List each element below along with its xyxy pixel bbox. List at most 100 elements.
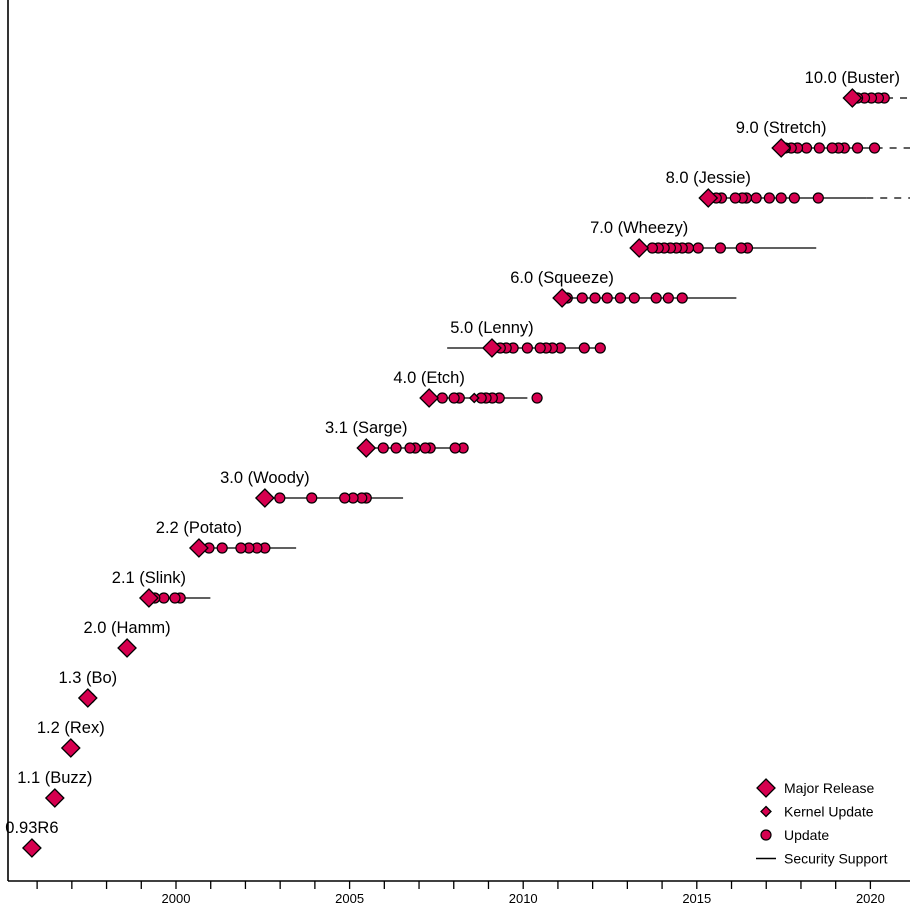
plot-area: 0.93R6 1.1 (Buzz) 1.2 (Rex) 1.3 (Bo) 2.0 (Ha…	[5, 69, 910, 858]
update-point	[449, 442, 461, 454]
release-label: 4.0 (Etch)	[393, 369, 465, 387]
legend-item: Security Support	[756, 851, 888, 867]
update-point	[531, 392, 543, 404]
legend-item: Update	[760, 827, 829, 843]
release-label: 8.0 (Jessie)	[666, 169, 751, 187]
release-row: 10.0 (Buster)	[805, 69, 910, 108]
release-row: 0.93R6	[5, 819, 59, 858]
legend-update-icon	[760, 829, 772, 841]
update-point	[650, 292, 662, 304]
x-tick-label: 2020	[856, 891, 885, 906]
legend: Major Release Kernel Update Update Security…	[756, 778, 888, 867]
update-point	[826, 142, 838, 154]
update-point	[729, 192, 741, 204]
release-row: 9.0 (Stretch)	[736, 119, 910, 158]
update-point	[576, 292, 588, 304]
release-label: 6.0 (Squeeze)	[510, 269, 614, 287]
x-axis: 2000 2005 2010 2015 2020	[7, 0, 910, 906]
major-release-point	[419, 388, 440, 408]
x-tick-label: 2005	[335, 891, 364, 906]
release-row: 2.0 (Hamm)	[83, 619, 171, 658]
update-point	[763, 192, 775, 204]
legend-major-release-icon	[756, 778, 776, 798]
release-label: 1.3 (Bo)	[58, 669, 117, 687]
release-row: 3.1 (Sarge)	[325, 419, 469, 458]
update-point	[813, 142, 825, 154]
legend-label: Update	[784, 827, 829, 843]
release-row: 3.0 (Woody)	[220, 469, 404, 508]
release-row: 1.3 (Bo)	[58, 669, 117, 708]
release-label: 5.0 (Lenny)	[450, 319, 533, 337]
update-point	[534, 342, 546, 354]
update-point	[404, 442, 416, 454]
update-point	[521, 342, 533, 354]
release-row: 5.0 (Lenny)	[447, 319, 606, 358]
update-point	[589, 292, 601, 304]
update-point	[775, 192, 787, 204]
major-release-point	[698, 188, 719, 208]
release-label: 2.2 (Potato)	[156, 519, 242, 537]
update-point	[216, 542, 228, 554]
release-row: 1.1 (Buzz)	[17, 769, 92, 808]
major-release-point	[60, 738, 81, 758]
release-label: 9.0 (Stretch)	[736, 119, 827, 137]
update-point	[788, 192, 800, 204]
update-point	[851, 142, 864, 154]
release-label: 3.0 (Woody)	[220, 469, 310, 487]
update-point	[662, 292, 674, 304]
release-label: 7.0 (Wheezy)	[590, 219, 688, 237]
update-point	[735, 242, 747, 254]
update-point	[306, 492, 318, 504]
major-release-point	[44, 788, 65, 808]
legend-item: Major Release	[756, 778, 874, 798]
legend-label: Kernel Update	[784, 804, 874, 820]
update-point	[614, 292, 627, 304]
update-point	[868, 142, 881, 154]
legend-kernel-update-icon	[760, 805, 772, 818]
update-point	[578, 342, 590, 354]
update-point	[169, 592, 181, 604]
release-row: 7.0 (Wheezy)	[590, 219, 817, 258]
release-row: 4.0 (Etch)	[393, 369, 543, 408]
release-row: 8.0 (Jessie)	[666, 169, 910, 208]
major-release-point	[138, 588, 159, 608]
release-row: 2.1 (Slink)	[112, 569, 211, 608]
x-tick-label: 2015	[682, 891, 711, 906]
release-row: 2.2 (Potato)	[156, 519, 297, 558]
major-release-point	[117, 638, 137, 658]
update-point	[419, 442, 431, 454]
release-row: 6.0 (Squeeze)	[510, 269, 737, 308]
update-point	[601, 292, 613, 304]
legend-label: Major Release	[784, 780, 874, 796]
update-point	[235, 542, 247, 554]
major-release-point	[356, 438, 377, 458]
release-label: 1.1 (Buzz)	[17, 769, 92, 787]
update-point	[692, 242, 704, 254]
release-label: 2.1 (Slink)	[112, 569, 186, 587]
release-row: 1.2 (Rex)	[37, 719, 105, 758]
major-release-point	[771, 138, 792, 158]
legend-label: Security Support	[784, 851, 888, 867]
major-release-point	[254, 488, 275, 508]
major-release-point	[188, 538, 209, 558]
release-label: 0.93R6	[5, 819, 58, 837]
update-point	[812, 192, 824, 204]
major-release-point	[21, 838, 42, 858]
major-release-point	[77, 688, 98, 708]
update-point	[339, 492, 351, 504]
release-label: 1.2 (Rex)	[37, 719, 105, 737]
x-tick-label: 2010	[509, 891, 538, 906]
major-release-point	[482, 338, 502, 358]
release-label: 2.0 (Hamm)	[83, 619, 170, 637]
major-release-point	[552, 288, 573, 308]
major-release-point	[842, 88, 863, 108]
legend-item: Kernel Update	[760, 804, 874, 820]
release-label: 10.0 (Buster)	[805, 69, 900, 87]
update-point	[628, 292, 640, 304]
update-point	[274, 492, 286, 504]
major-release-point	[629, 238, 650, 258]
release-label: 3.1 (Sarge)	[325, 419, 408, 437]
update-point	[750, 192, 762, 204]
update-point	[448, 392, 460, 404]
